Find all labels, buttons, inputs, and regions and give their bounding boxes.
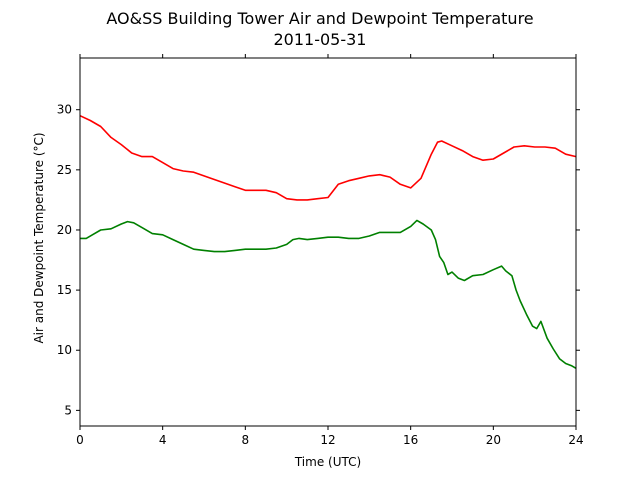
plot-area: 0 4 8 12 16 20 24 5 10 15 20 25 30 xyxy=(57,54,584,447)
x-tick-label: 0 xyxy=(76,433,84,447)
series-line-1 xyxy=(79,114,577,201)
y-tick-label: 20 xyxy=(57,223,72,237)
y-tick-label: 30 xyxy=(57,103,72,117)
chart-title: AO&SS Building Tower Air and Dewpoint Te… xyxy=(106,9,533,28)
y-tick-label: 5 xyxy=(64,403,72,417)
x-tick-label: 24 xyxy=(568,433,583,447)
y-axis-label: Air and Dewpoint Temperature (°C) xyxy=(32,132,46,343)
x-tick-label: 16 xyxy=(403,433,418,447)
x-tick-label: 4 xyxy=(159,433,167,447)
plot-frame xyxy=(79,57,577,427)
y-tick-label: 10 xyxy=(57,343,72,357)
x-tick-label: 20 xyxy=(486,433,501,447)
x-tick-label: 8 xyxy=(242,433,250,447)
x-tick-label: 12 xyxy=(320,433,335,447)
chart-subtitle: 2011-05-31 xyxy=(274,30,367,49)
y-tick-label: 25 xyxy=(57,163,72,177)
y-tick-label: 15 xyxy=(57,283,72,297)
series-line-2 xyxy=(80,219,577,369)
x-axis-label: Time (UTC) xyxy=(294,455,361,469)
